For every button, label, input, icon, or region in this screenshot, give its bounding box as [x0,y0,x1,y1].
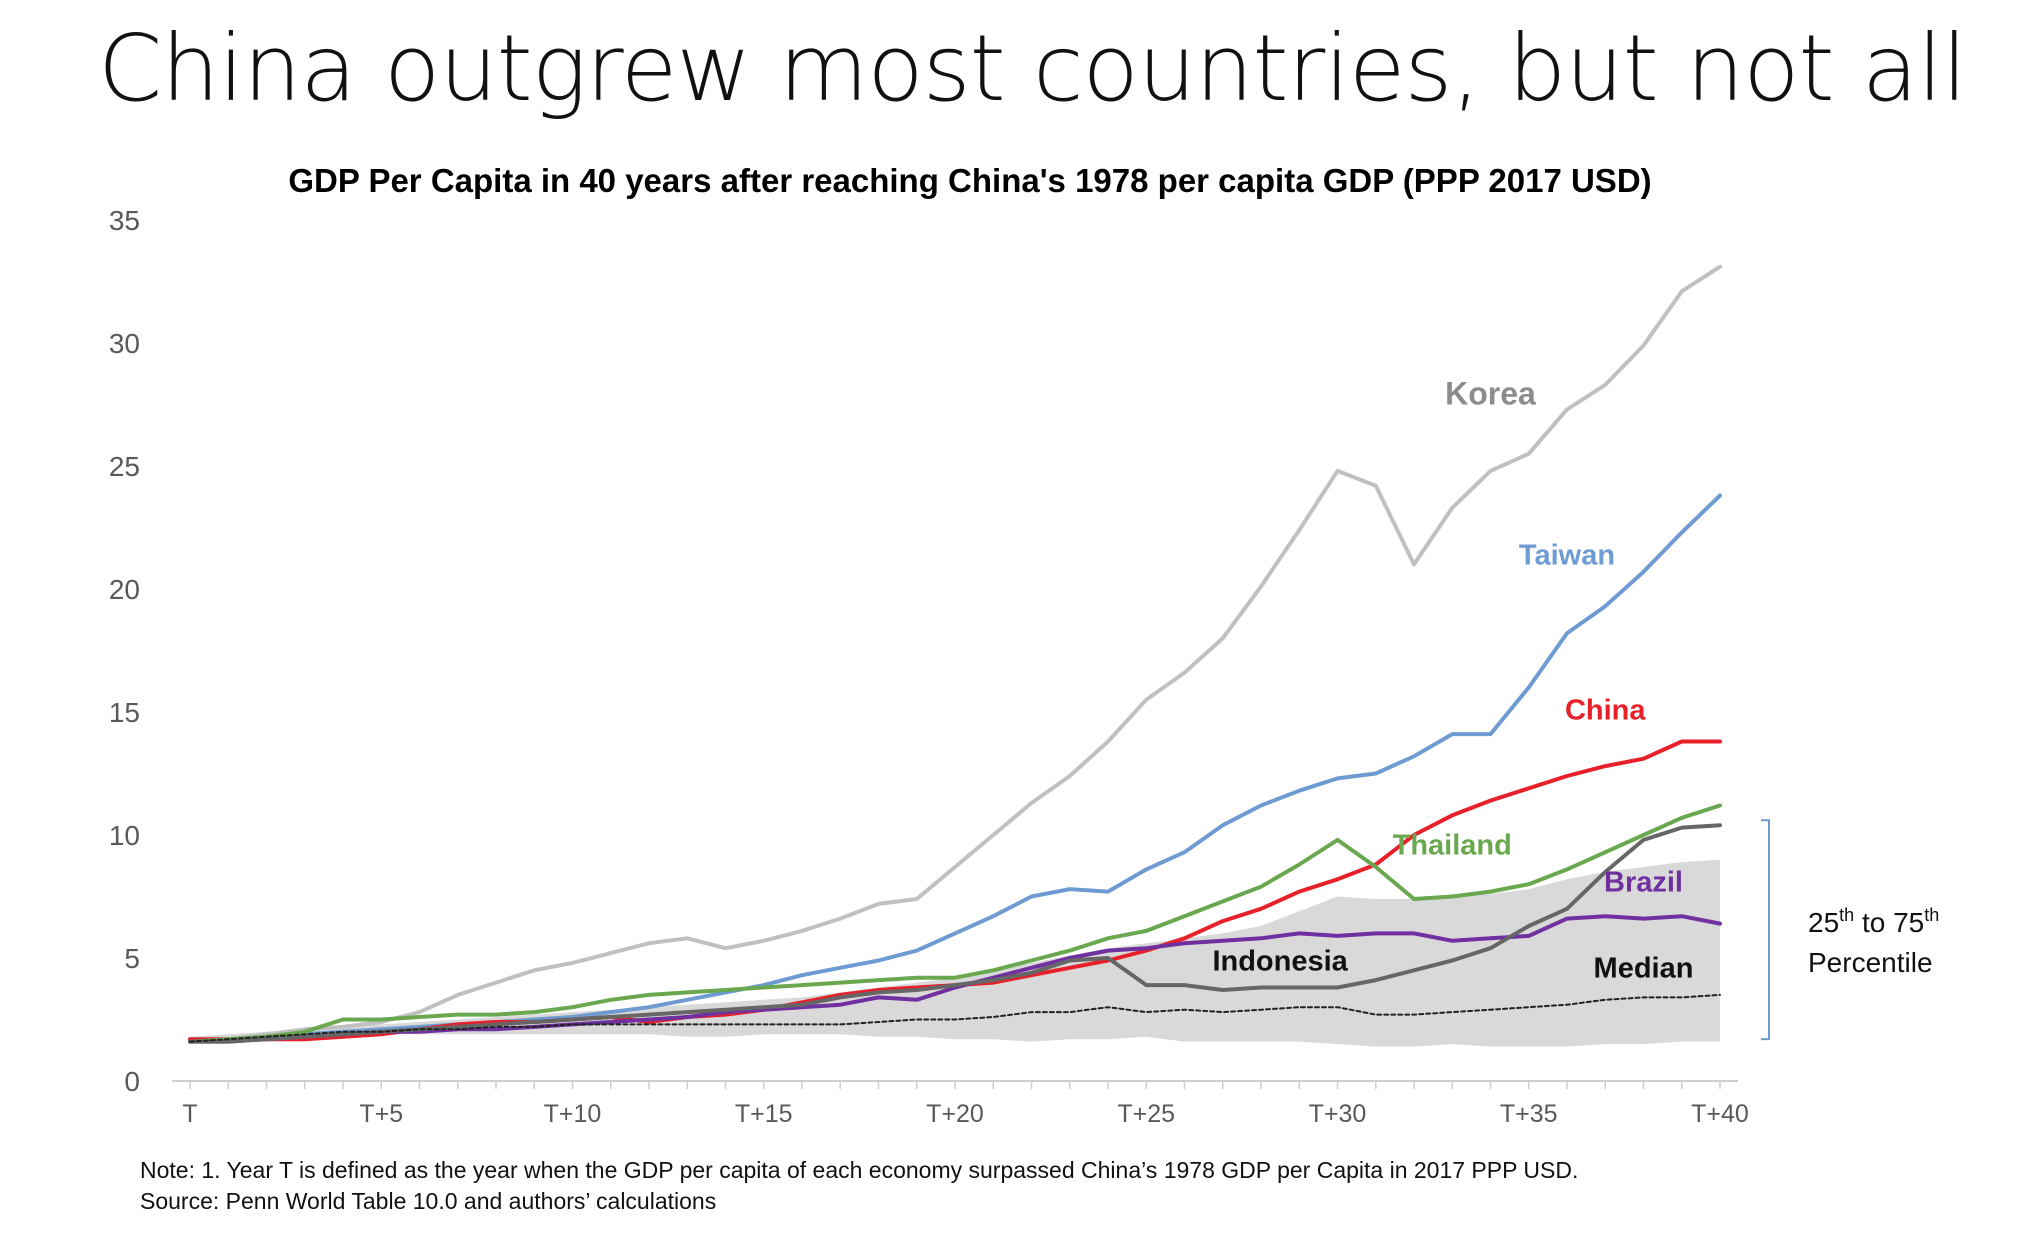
x-tick-label: T+5 [359,1100,403,1128]
x-tick-label: T+40 [1691,1100,1749,1128]
series-label-median: Median [1594,953,1694,985]
y-tick-label: 30 [109,328,140,359]
percentile-label-line2: Percentile [1808,947,1933,978]
series-line-thailand [188,803,1722,1044]
series-label-thailand: Thailand [1393,830,1512,862]
series-line-korea [188,264,1722,1044]
y-tick-label: 0 [124,1066,140,1097]
source-text: Source: Penn World Table 10.0 and author… [140,1188,717,1214]
percentile-band [190,859,1720,1047]
y-tick-label: 25 [109,451,140,482]
series-label-taiwan: Taiwan [1519,539,1615,571]
x-tick-label: T+15 [735,1100,793,1128]
series-line-indonesia [188,823,1722,1044]
x-tick-label: T+25 [1117,1100,1175,1128]
series-line-median [189,993,1721,1043]
series-label-brazil: Brazil [1604,867,1683,899]
footnote: Note: 1. Year T is defined as the year w… [140,1155,1578,1217]
percentile-label-line1: 25th to 75th [1808,905,1939,938]
note-text: Note: 1. Year T is defined as the year w… [140,1157,1579,1183]
series-label-china: China [1565,694,1646,726]
percentile-bracket [1761,819,1770,1041]
x-tick-label: T+30 [1309,1100,1367,1128]
series-label-korea: Korea [1445,376,1536,412]
y-tick-label: 5 [124,943,140,974]
series-label-indonesia: Indonesia [1212,945,1348,977]
y-tick-label: 35 [109,205,140,236]
chart-title: GDP Per Capita in 40 years after reachin… [288,162,1651,199]
x-tick-label: T+35 [1500,1100,1558,1128]
x-tick-label: T+20 [926,1100,984,1128]
y-tick-label: 15 [109,697,140,728]
y-tick-label: 20 [109,574,140,605]
slide-title: China outgrew most countries, but not al… [98,15,1967,122]
y-tick-label: 10 [109,820,140,851]
x-tick-label: T [182,1100,197,1128]
x-tick-label: T+10 [544,1100,602,1128]
